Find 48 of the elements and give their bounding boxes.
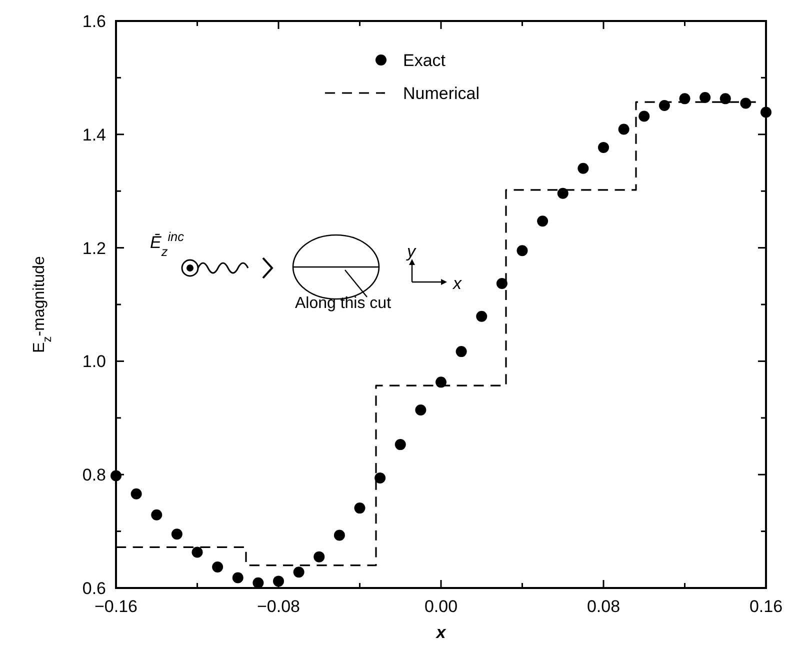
annotation: y <box>406 242 417 261</box>
point <box>293 566 304 578</box>
legend-label: Exact <box>403 51 446 70</box>
y-tick-label: 0.8 <box>82 466 106 485</box>
annotation: Along this cut <box>294 295 392 312</box>
legend-label: Numerical <box>403 84 480 103</box>
point <box>618 124 630 135</box>
point <box>476 310 488 322</box>
x-tick-label: −0.08 <box>256 597 300 616</box>
point <box>130 488 142 500</box>
point <box>273 576 284 587</box>
point <box>232 572 244 584</box>
point <box>496 278 508 290</box>
point <box>192 546 203 558</box>
y-tick-label: 1.6 <box>82 12 106 31</box>
point <box>334 530 345 541</box>
x-tick-label: 0.16 <box>749 597 783 616</box>
point <box>598 142 609 153</box>
point <box>740 98 752 109</box>
point <box>110 470 122 482</box>
point <box>557 188 568 199</box>
point <box>760 106 772 118</box>
point <box>171 528 182 540</box>
y-tick-label: 1.0 <box>82 352 106 372</box>
x-axis-title: x <box>435 623 448 642</box>
point <box>252 577 264 588</box>
point <box>537 216 548 227</box>
point <box>415 404 426 416</box>
point <box>516 245 528 256</box>
point <box>151 509 162 520</box>
point <box>456 346 467 358</box>
y-tick-label: 1.2 <box>82 238 106 258</box>
point <box>212 562 224 573</box>
x-tick-label: 0.08 <box>586 597 620 616</box>
point <box>436 376 446 388</box>
y-tick-label: 0.6 <box>82 579 106 598</box>
y-tick-label: 1.4 <box>82 125 106 144</box>
annotation: x <box>452 274 462 293</box>
point <box>314 551 325 562</box>
point <box>578 162 589 174</box>
x-tick-label: 0.00 <box>424 597 458 616</box>
point <box>700 92 711 104</box>
point <box>394 439 406 450</box>
point <box>374 472 386 484</box>
point <box>720 93 731 104</box>
x-tick-label: −0.16 <box>94 597 138 616</box>
point <box>354 502 366 514</box>
point <box>638 110 650 122</box>
